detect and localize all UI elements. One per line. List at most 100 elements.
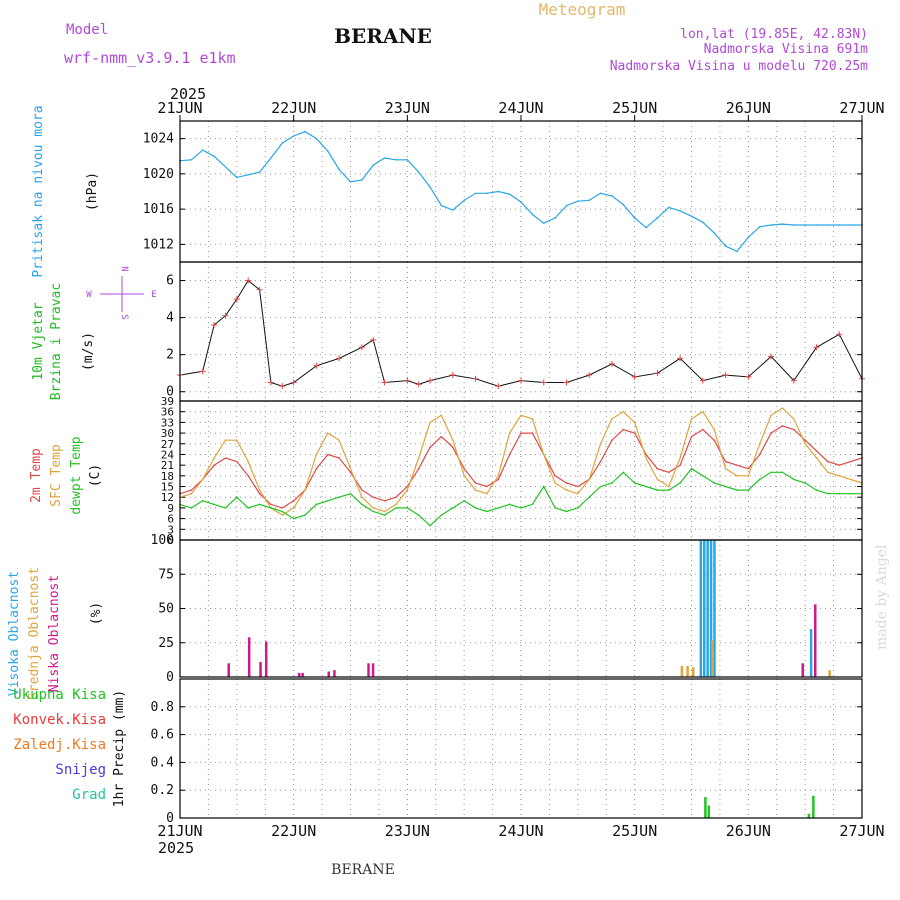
panel-frame-precip [179,678,863,819]
y-tick-label: 6 [167,513,174,526]
y-tick-label: 0.6 [151,728,174,743]
x-tick-label-top: 24JUN [498,99,543,117]
wind-speed-marker [233,296,240,303]
data-point [793,428,795,431]
data-point [463,199,465,202]
data-point [724,460,727,463]
y-tick-label: 21 [161,459,174,472]
data-point [667,471,670,474]
wind-speed-marker [222,312,229,319]
wind-speed-marker [813,344,820,351]
data-point [338,457,340,459]
data-point [781,471,784,474]
wind-speed-marker [495,383,502,390]
y-tick-label: 75 [158,567,174,582]
data-point [361,489,363,491]
wind-speed-marker [211,322,218,329]
wind-speed-marker [722,372,729,379]
data-point [497,507,500,509]
wind-compass: N S W E [86,266,156,319]
bar-cloud [686,666,689,677]
data-point [383,499,386,502]
data-point [849,224,852,226]
y-tick-label: 100 [151,533,174,548]
wind-speed-marker [472,375,479,382]
data-point [247,507,249,509]
x-tick-label-bottom: 22JUN [271,822,316,840]
data-point [781,425,784,427]
bar-precip [707,805,711,818]
data-point [452,209,454,211]
data-point [588,496,590,499]
data-point [656,489,659,491]
data-point [417,457,420,459]
bar-cloud [706,540,709,677]
data-point [804,482,806,484]
station-title: BERANE [334,24,432,48]
bar-cloud [703,540,706,677]
data-point [520,507,522,509]
data-point [633,482,636,484]
data-point [236,460,238,463]
bar-cloud [367,663,370,677]
data-point [270,507,272,509]
y-tick-label: 0 [166,811,174,826]
data-point [452,446,454,449]
wind-speed-marker [256,286,263,293]
data-point [258,492,261,495]
y-tick-label: 39 [161,395,174,408]
data-point [724,485,727,488]
model-label: Model [66,22,108,38]
data-point [804,439,806,442]
data-point [702,221,704,224]
data-point [213,503,215,506]
data-point [463,499,465,502]
precip-legend-4: Snijeg [55,762,106,778]
data-point [190,507,193,509]
data-point [770,471,772,474]
data-point [542,485,545,488]
data-point [395,158,397,161]
data-point [474,489,477,491]
model-elevation-label: Nadmorska Visina u modelu 720.25m [610,59,868,74]
wind-speed-marker [745,373,752,380]
data-point [520,414,522,417]
data-point [577,485,579,488]
series-line-pressure-1 [179,130,862,253]
data-point [599,442,602,445]
data-point [497,190,500,193]
data-point [542,222,545,225]
wind-speed-marker [836,331,843,338]
data-point [304,514,306,516]
data-point [395,503,397,506]
data-point [315,453,318,456]
data-point [258,171,261,173]
compass-north: N [119,266,129,271]
data-point [645,485,647,488]
data-point [633,421,636,424]
data-point [190,489,193,491]
wind-speed-marker [427,377,434,384]
data-point [713,232,716,234]
data-point [395,496,397,499]
y-tick-label: 15 [161,481,174,494]
panel-precip: 0 0.2 0.4 0.6 0.8 Ukupna Kisa Konvek.Kisa Zaled… [13,678,863,826]
data-point [622,203,625,206]
data-point [793,224,795,226]
y-tick-label: 50 [158,602,174,617]
wind-speed-marker [415,381,422,388]
data-point [474,482,477,484]
data-point [201,499,204,502]
precip-legend-2: Konvek.Kisa [13,712,106,728]
data-point [736,475,738,477]
data-point [827,460,829,463]
data-point [770,432,772,434]
data-point [622,428,625,431]
data-point [747,236,750,239]
wind-unit: (m/s) [81,332,96,371]
y-tick-label: 33 [161,416,174,429]
panel-frame-cloud [179,539,863,678]
data-point [611,418,613,420]
data-point [406,507,409,509]
